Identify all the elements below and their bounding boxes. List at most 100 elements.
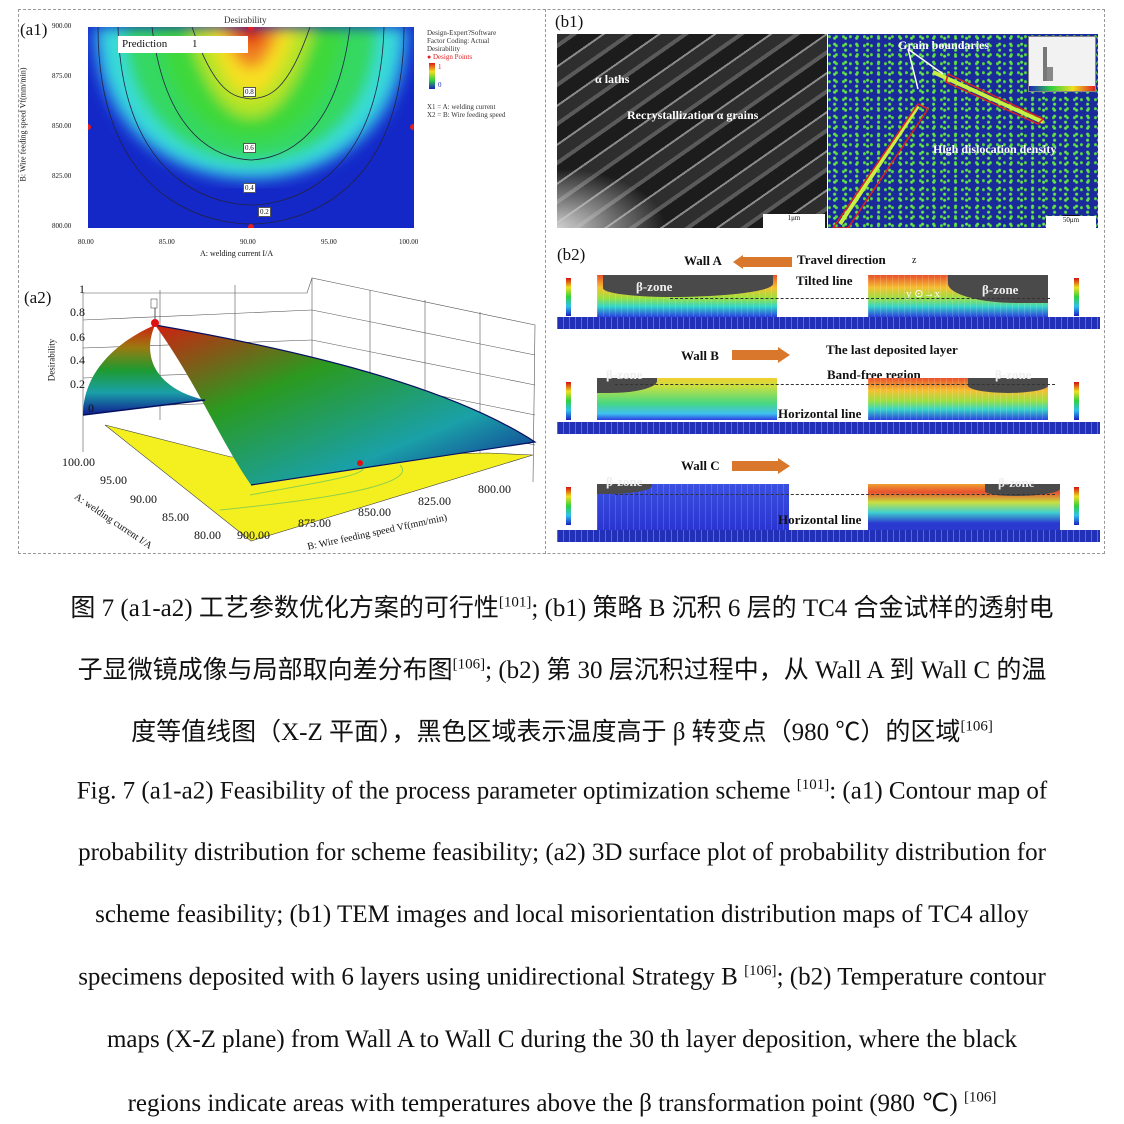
z-tick: 0.4 (70, 353, 85, 367)
z-axis-label: Desirability (46, 338, 57, 382)
dislocation-label: High dislocation density (933, 142, 1057, 156)
figure-divider (545, 9, 546, 554)
beta-zone (603, 275, 773, 297)
z-tick: 1 (79, 282, 85, 296)
wall-c-label: Wall C (681, 458, 720, 473)
caption-zh-line-2: 子显微镜成像与局部取向差分布图[106]; (b2) 第 30 层沉积过程中，从… (77, 656, 1047, 684)
a-tick: 90.00 (130, 492, 157, 506)
x-tick: 80.00 (78, 238, 94, 246)
beta-zone-label: β-zone (606, 474, 643, 489)
beta-zone-label: β-zone (606, 367, 643, 382)
caption-en-line-3: scheme feasibility; (b1) TEM images and … (95, 901, 1029, 928)
peak-point (151, 319, 159, 327)
axis-z-label: z (912, 255, 917, 266)
surface-left-face (83, 325, 205, 415)
caption-en-line-5: maps (X-Z plane) from Wall A to Wall C d… (106, 1026, 1018, 1053)
contour-line-0.8 (191, 27, 311, 100)
grain-boundary-overlay (832, 48, 1045, 228)
beta-zone-label: β-zone (995, 367, 1032, 382)
design-point (410, 124, 414, 130)
legend-max: 1 (438, 63, 442, 71)
a-tick: 80.00 (194, 528, 221, 542)
design-point (88, 124, 91, 130)
caption-en-line-1: Fig. 7 (a1-a2) Feasibility of the proces… (76, 777, 1048, 805)
tilted-line-label: Tilted line (796, 273, 853, 288)
y-tick: 875.00 (52, 72, 72, 80)
legend-x2: X2 = B: Wire feeding speed (427, 111, 506, 119)
legend-coding: Factor Coding: Actual (427, 37, 490, 45)
b-tick: 850.00 (358, 505, 391, 519)
b-tick: 875.00 (298, 516, 331, 530)
z-tick: 0.6 (70, 330, 85, 344)
caption-en-line-4: specimens deposited with 6 layers using … (78, 963, 1046, 991)
legend-software: Design-Expert?Software (427, 29, 497, 37)
floor-contour-line (219, 464, 403, 511)
contour-line-0.4 (117, 27, 385, 206)
contour-label: 0.2 (258, 207, 271, 217)
last-layer-label: The last deposited layer (826, 342, 958, 357)
figure-frame (18, 9, 1105, 554)
scale-bar-right: 50μm (1046, 216, 1096, 228)
contour-line-0.6 (151, 27, 351, 161)
recrystallization-label: Recrystallization α grains (627, 108, 759, 122)
design-point (357, 460, 363, 466)
colorbar (1074, 382, 1079, 420)
a2-surface-plot (82, 277, 537, 542)
scale-bar-left: 1μm (763, 214, 825, 228)
beta-zone-label: β-zone (998, 475, 1035, 490)
legend-response: Desirability (427, 45, 461, 53)
panel-label-b1: (b1) (555, 12, 584, 31)
caption-zh-line-1: 图 7 (a1-a2) 工艺参数优化方案的可行性[101]; (b1) 策略 B… (70, 594, 1054, 622)
colorbar (1074, 278, 1079, 316)
colorbar (1074, 487, 1079, 525)
colorbar (566, 487, 571, 525)
panel-label-b2: (b2) (557, 245, 586, 264)
b-tick: 900.00 (237, 528, 270, 542)
legend-x1: X1 = A: welding current (427, 103, 496, 111)
design-point (248, 224, 254, 228)
y-tick: 825.00 (52, 172, 72, 180)
substrate (557, 530, 1100, 542)
travel-arrow (732, 461, 778, 471)
panel-label-a2: (a2) (24, 288, 52, 307)
a1-contour-plot (88, 27, 414, 228)
grain-boundaries-label: Grain boundaries (898, 38, 990, 52)
beta-zone (968, 378, 1048, 393)
y-tick: 850.00 (52, 122, 72, 130)
travel-arrow (742, 257, 792, 267)
contour-label: 0.8 (243, 87, 256, 97)
prediction-value: 1 (191, 38, 198, 50)
beta-zone (597, 484, 652, 494)
x-tick: 100.00 (399, 238, 419, 246)
a1-title: Desirability (224, 15, 267, 25)
panel-label-a1: (a1) (20, 20, 48, 39)
a-tick: 95.00 (100, 473, 127, 487)
legend-colorbar (429, 63, 435, 89)
beta-zone (985, 484, 1060, 496)
z-tick: 0.2 (70, 377, 85, 391)
contour-label: 0.4 (243, 183, 256, 193)
horizontal-line-label: Horizontal line (778, 406, 862, 421)
b-tick: 800.00 (478, 482, 511, 496)
colorbar (566, 278, 571, 316)
prediction-box: Prediction 1 (118, 36, 248, 53)
horizontal-line (615, 494, 1055, 495)
a-tick: 85.00 (162, 510, 189, 524)
colorbar (566, 382, 571, 420)
caption-en-line-6: regions indicate areas with temperatures… (127, 1089, 997, 1117)
a1-legend: Design-Expert?Software Factor Coding: Ac… (427, 29, 506, 119)
z-tick: 0.8 (70, 305, 85, 319)
travel-arrow (732, 350, 778, 360)
y-tick: 800.00 (52, 222, 72, 230)
a-tick: 100.00 (62, 455, 95, 469)
z-tick: 0 (88, 401, 94, 415)
design-point (248, 27, 254, 31)
alpha-laths-label: α laths (595, 72, 630, 86)
substrate (557, 317, 1100, 329)
caption-zh-line-3: 度等值线图（X-Z 平面），黑色区域表示温度高于 β 转变点（980 ℃）的区域… (131, 718, 993, 746)
prediction-label: Prediction (122, 38, 168, 50)
contour-label: 0.6 (243, 143, 256, 153)
arrow-left-icon (733, 255, 743, 269)
travel-direction-label: Travel direction (797, 252, 886, 267)
x-axis-label: A: welding current I/A (200, 249, 274, 258)
